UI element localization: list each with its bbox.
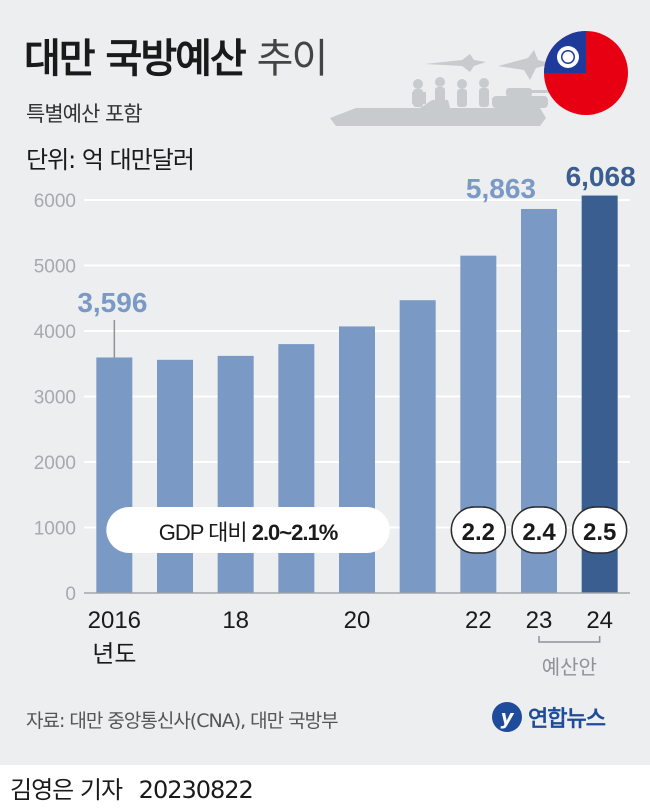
header-illustration: [330, 31, 628, 126]
gdp-badge: [450, 506, 507, 554]
y-tick-label: 3000: [34, 388, 76, 409]
subtitle: 특별예산 포함: [26, 102, 143, 126]
bar: [339, 326, 375, 593]
budget-label: 예산안: [542, 656, 597, 679]
x-tick-label: 24: [586, 607, 613, 634]
bar: [96, 357, 133, 593]
gdp-ratio-label: GDP 대비 2.0~2.1%: [159, 520, 338, 545]
yonhap-logo-icon: y: [492, 702, 522, 732]
budget-bracket: [538, 636, 601, 643]
yonhap-logo: y 연합뉴스: [492, 701, 606, 733]
bar-chart: 0 1000 2000 3000 4000 5000 6000 3,596 5,863 6,068…: [34, 161, 636, 679]
unit-label: 단위: 억 대만달러: [26, 146, 195, 174]
chart-title: 대만 국방예산 추이: [24, 26, 329, 84]
bar: [278, 344, 315, 593]
x-tick-label: 2016: [88, 607, 141, 634]
title-light: 추이: [256, 36, 329, 82]
taiwan-flag-icon: [544, 31, 628, 115]
y-tick-label: 1000: [34, 519, 76, 540]
x-tick-label: 18: [222, 607, 249, 634]
x-tick-sublabel: 년도: [92, 641, 136, 668]
logo-text: 연합뉴스: [528, 707, 606, 732]
source-note: 자료: 대만 중앙통신사(CNA), 대만 국방부: [26, 710, 339, 732]
gdp-badge-label: 2.4: [522, 519, 556, 546]
data-label: 5,863: [466, 173, 536, 204]
gdp-badge-label: 2.5: [583, 519, 616, 546]
gdp-label: GDP 대비: [159, 520, 252, 545]
x-tick-label: 23: [526, 607, 553, 634]
y-tick-label: 5000: [34, 257, 76, 278]
y-tick-label: 2000: [34, 453, 76, 474]
military-silhouette-icon: [330, 50, 558, 126]
bar: [157, 359, 193, 593]
data-label: 6,068: [566, 161, 636, 192]
gdp-ratio-pill: [106, 507, 390, 553]
y-tick-label: 6000: [34, 191, 76, 212]
x-tick-label: 22: [465, 607, 492, 634]
reporter-name: 김영은 기자: [10, 776, 123, 804]
gdp-badge: [511, 506, 567, 554]
data-label: 3,596: [77, 287, 147, 318]
publish-date: 20230822: [138, 776, 254, 804]
bar: [217, 355, 254, 593]
gdp-badge: [571, 506, 628, 554]
byline: 김영은 기자 20230822: [10, 770, 254, 805]
gdp-badge-label: 2.2: [462, 519, 495, 546]
gdp-value: 2.0~2.1%: [252, 520, 338, 545]
x-tick-label: 20: [344, 607, 371, 634]
title-bold: 대만 국방예산: [24, 36, 247, 82]
y-tick-label: 4000: [34, 322, 76, 343]
y-tick-label: 0: [65, 584, 76, 605]
bar: [399, 300, 436, 593]
